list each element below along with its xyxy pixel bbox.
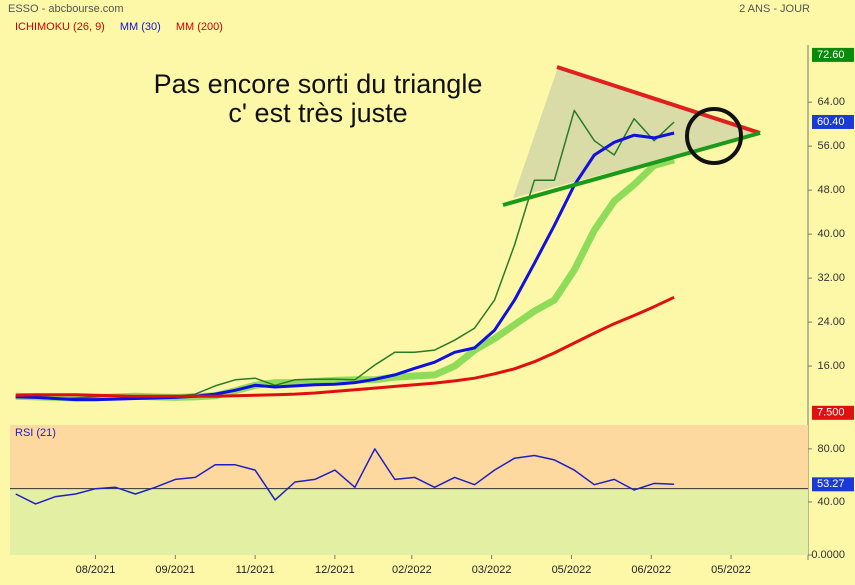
value-marker <box>812 114 854 129</box>
y-tick-label: 40.00 <box>817 228 845 240</box>
y-tick-label: 0.0000 <box>811 549 845 561</box>
panel-lower <box>10 488 808 555</box>
value-marker-label: 72.60 <box>817 49 845 61</box>
legend-entry: MM (200) <box>176 21 223 33</box>
x-tick-label: 12/2021 <box>315 564 355 576</box>
source: ESSO - abcbourse.com <box>8 3 124 15</box>
y-tick-label: 40.00 <box>817 496 845 508</box>
panel-upper <box>10 425 808 489</box>
resistance-line <box>556 65 761 135</box>
series-line <box>15 295 675 398</box>
legend-entry: RSI (21) <box>15 427 56 439</box>
y-tick-label: 64.00 <box>817 96 845 108</box>
y-tick-label: 48.00 <box>817 184 845 196</box>
legend-entry: MM (30) <box>120 21 161 33</box>
value-marker-label: 7.500 <box>817 407 845 419</box>
value-marker-label: 60.40 <box>817 116 845 128</box>
annotation: Pas encore sorti du triangle <box>154 69 483 99</box>
y-tick-label: 24.00 <box>817 316 845 328</box>
value-marker-label: 53.27 <box>817 478 845 490</box>
value-marker <box>812 405 854 420</box>
period: 2 ANS - JOUR <box>739 3 810 15</box>
highlight-circle <box>685 107 743 165</box>
y-tick-label: 80.00 <box>817 443 845 455</box>
y-tick-label: 16.00 <box>817 360 845 372</box>
x-tick-label: 06/2022 <box>631 564 671 576</box>
x-tick-label: 09/2021 <box>155 564 195 576</box>
support-line <box>502 131 761 207</box>
annotation: c' est très juste <box>228 98 407 128</box>
x-tick-label: 08/2021 <box>76 564 116 576</box>
x-tick-label: 03/2022 <box>472 564 512 576</box>
x-tick-label: 11/2021 <box>236 564 275 576</box>
series-line <box>15 448 675 505</box>
y-tick-label: 56.00 <box>817 140 845 152</box>
x-tick-label: 05/2022 <box>552 564 592 576</box>
x-tick-label: 02/2022 <box>392 564 432 576</box>
series-line <box>15 131 675 402</box>
legend-entry: ICHIMOKU (26, 9) <box>15 21 105 33</box>
value-marker <box>812 477 854 492</box>
y-tick-label: 32.00 <box>817 272 845 284</box>
x-tick-label: 05/2022 <box>711 564 751 576</box>
value-marker <box>812 47 854 62</box>
triangle-shade <box>513 67 760 198</box>
